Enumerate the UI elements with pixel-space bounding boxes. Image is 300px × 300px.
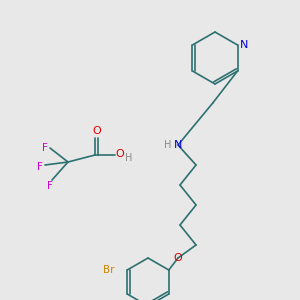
Text: O: O — [93, 126, 101, 136]
Text: H: H — [164, 140, 172, 150]
Text: Br: Br — [103, 265, 115, 275]
Text: F: F — [47, 181, 53, 191]
Text: N: N — [240, 40, 249, 50]
Text: H: H — [125, 153, 133, 163]
Text: O: O — [116, 149, 124, 159]
Text: F: F — [37, 162, 43, 172]
Text: O: O — [174, 253, 182, 263]
Text: F: F — [42, 143, 48, 153]
Text: N: N — [174, 140, 182, 150]
